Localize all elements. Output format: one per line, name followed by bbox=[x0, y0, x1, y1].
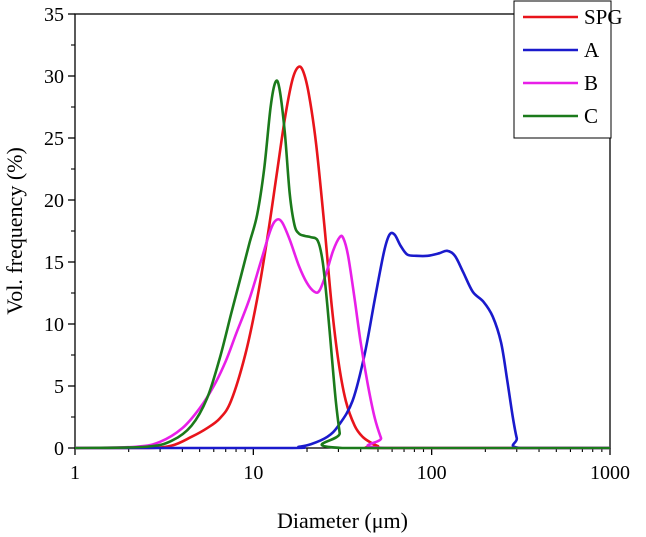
legend-label-spg: SPG bbox=[584, 5, 623, 29]
series-line-c bbox=[74, 79, 610, 450]
y-axis-title: Vol. frequency (%) bbox=[2, 147, 27, 315]
y-tick-label: 15 bbox=[44, 252, 64, 274]
y-tick-label: 10 bbox=[44, 314, 64, 336]
x-tick-label: 100 bbox=[417, 462, 447, 484]
x-axis-title: Diameter (μm) bbox=[277, 508, 408, 533]
y-tick-label: 5 bbox=[54, 376, 64, 398]
y-tick-label: 0 bbox=[54, 438, 64, 460]
legend-label-c: C bbox=[584, 104, 598, 128]
y-tick-label: 30 bbox=[44, 66, 64, 88]
x-tick-label: 10 bbox=[243, 462, 263, 484]
legend-label-b: B bbox=[584, 71, 598, 95]
legend: SPG ABC bbox=[513, 0, 623, 139]
y-tick-label: 35 bbox=[44, 4, 64, 26]
series-line-spg bbox=[75, 65, 610, 450]
series-line-a bbox=[75, 231, 610, 450]
y-tick-label: 25 bbox=[44, 128, 64, 150]
series-line-b bbox=[74, 217, 610, 450]
legend-label-a: A bbox=[584, 38, 600, 62]
y-tick-label: 20 bbox=[44, 190, 64, 212]
series-layer bbox=[74, 65, 610, 450]
x-tick-label: 1000 bbox=[590, 462, 630, 484]
x-tick-label: 1 bbox=[70, 462, 80, 484]
